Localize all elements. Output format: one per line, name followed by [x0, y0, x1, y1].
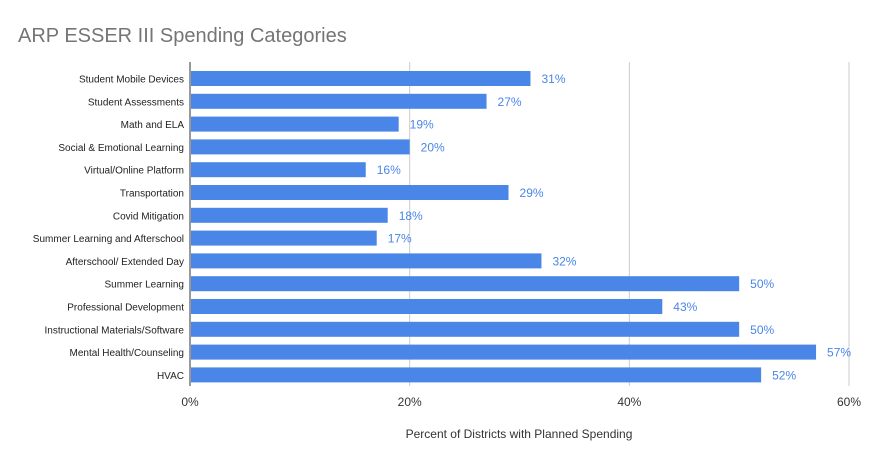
- bar: [191, 139, 410, 155]
- gridlines: [189, 62, 850, 386]
- chart-title: ARP ESSER III Spending Categories: [18, 25, 347, 47]
- data-label: 52%: [772, 368, 796, 382]
- x-tick-label: 60%: [837, 395, 861, 409]
- category-label: Covid Mitigation: [113, 211, 184, 222]
- bar: [191, 344, 817, 360]
- x-axis-label: Percent of Districts with Planned Spendi…: [406, 427, 633, 441]
- bar: [191, 162, 366, 178]
- data-label: 27%: [498, 95, 522, 109]
- bar: [191, 71, 531, 86]
- category-label: Math and ELA: [121, 120, 185, 131]
- data-label: 32%: [552, 254, 576, 268]
- data-label: 50%: [750, 277, 774, 291]
- category-label: Social & Emotional Learning: [58, 143, 184, 154]
- bar: [191, 367, 762, 383]
- data-label: 50%: [750, 323, 774, 337]
- data-label: 16%: [377, 163, 401, 177]
- category-label: Student Assessments: [88, 97, 184, 108]
- bar: [191, 253, 542, 269]
- category-label: HVAC: [157, 371, 184, 382]
- data-label: 43%: [673, 300, 697, 314]
- bar: [191, 116, 399, 132]
- value-labels: 31% 27% 19% 20% 16% 29% 18% 17% 32% 50% 43% 50% 57% 5…: [377, 72, 852, 382]
- category-label: Afterschool/ Extended Day: [66, 257, 184, 268]
- bar: [191, 321, 740, 337]
- bar: [191, 230, 377, 246]
- data-label: 20%: [421, 140, 445, 154]
- category-labels: Student Mobile Devices Student Assessment…: [33, 75, 185, 382]
- data-label: 57%: [827, 346, 851, 360]
- bar: [191, 207, 388, 223]
- x-tick-labels: 0% 20% 40% 60%: [181, 395, 861, 409]
- category-label: Transportation: [120, 189, 184, 200]
- category-label: Virtual/Online Platform: [84, 166, 184, 177]
- x-tick-label: 20%: [398, 395, 422, 409]
- category-label: Instructional Materials/Software: [44, 325, 184, 336]
- category-label: Professional Development: [67, 303, 184, 314]
- data-label: 17%: [388, 232, 412, 246]
- bar: [191, 185, 509, 200]
- category-label: Mental Health/Counseling: [69, 348, 184, 359]
- data-label: 29%: [520, 186, 544, 200]
- category-label: Summer Learning: [105, 280, 184, 291]
- bar: [191, 93, 487, 109]
- category-label: Student Mobile Devices: [79, 75, 184, 86]
- x-tick-label: 40%: [617, 395, 641, 409]
- bar: [191, 299, 663, 314]
- data-label: 19%: [410, 118, 434, 132]
- bar: [191, 276, 740, 292]
- data-label: 31%: [541, 72, 565, 86]
- data-label: 18%: [399, 209, 423, 223]
- bars: [191, 71, 817, 383]
- x-tick-label: 0%: [181, 395, 199, 409]
- category-label: Summer Learning and Afterschool: [33, 234, 184, 245]
